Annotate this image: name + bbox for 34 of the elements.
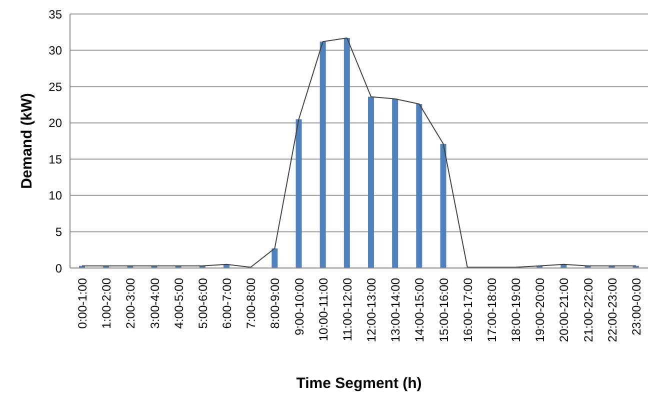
y-tick-label: 5 — [55, 224, 62, 239]
x-tick-label: 14:00-15:00 — [412, 278, 427, 342]
x-tick-label: 23:00-0:00 — [629, 278, 644, 336]
x-axis-title: Time Segment (h) — [296, 375, 422, 392]
y-tick-label: 15 — [48, 152, 62, 166]
x-tick-label: 4:00-5:00 — [172, 278, 186, 329]
x-tick-label: 3:00-4:00 — [148, 278, 162, 329]
x-tick-label: 10:00-11:00 — [316, 278, 330, 342]
x-tick-label: 1:00-2:00 — [100, 278, 114, 329]
x-tick-label: 8:00-9:00 — [268, 278, 282, 329]
y-tick-label: 35 — [48, 7, 62, 22]
x-tick-label: 11:00-12:00 — [340, 278, 354, 342]
x-tick-label: 22:00-23:00 — [605, 278, 620, 342]
x-tick-label: 15:00-16:00 — [436, 278, 451, 342]
y-tick-label: 0 — [55, 261, 62, 276]
x-tick-label: 5:00-6:00 — [196, 278, 210, 329]
x-tick-label: 6:00-7:00 — [220, 278, 234, 329]
x-tick-label: 9:00-10:00 — [292, 278, 306, 336]
x-tick-label: 13:00-14:00 — [388, 278, 403, 342]
x-tick-label: 7:00-8:00 — [244, 278, 258, 329]
x-tick-label: 19:00-20:00 — [533, 278, 548, 342]
y-tick-label: 20 — [48, 116, 62, 130]
y-tick-label: 30 — [48, 44, 62, 58]
x-tick-label: 21:00-22:00 — [581, 278, 596, 342]
x-tick-label: 18:00-19:00 — [509, 278, 524, 342]
x-tick-label: 0:00-1:00 — [76, 278, 90, 329]
x-tick-label: 20:00-21:00 — [557, 278, 572, 342]
x-tick-label: 12:00-13:00 — [364, 278, 379, 342]
y-axis-title: Demand (kW) — [18, 93, 36, 189]
x-tick-label: 16:00-17:00 — [460, 278, 475, 342]
x-tick-label: 17:00-18:00 — [484, 278, 499, 342]
x-tick-label: 2:00-3:00 — [124, 278, 138, 329]
y-tick-label: 10 — [48, 188, 62, 203]
y-tick-label: 25 — [48, 80, 62, 94]
